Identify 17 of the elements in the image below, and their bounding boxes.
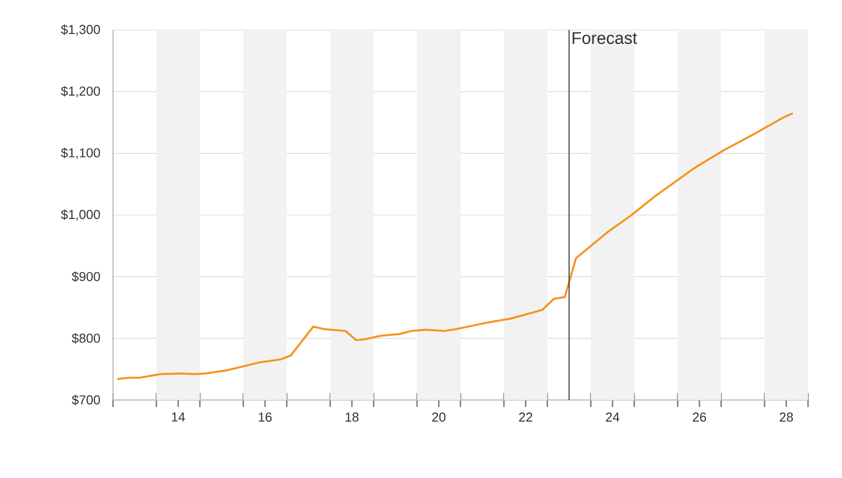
x-tick-label: 20 — [432, 412, 446, 422]
line-series — [116, 112, 794, 380]
x-tick-label: 16 — [258, 412, 272, 422]
x-tick-label: 24 — [606, 412, 620, 422]
x-tick-label: 14 — [172, 412, 185, 422]
y-tick-label: $1,200 — [61, 86, 100, 98]
y-tick-label: $1,300 — [61, 24, 100, 36]
y-tick-label: $900 — [72, 271, 100, 282]
y-tick-label: $700 — [72, 394, 100, 406]
x-tick-label: 18 — [346, 412, 359, 422]
x-tick-label: 22 — [519, 412, 532, 422]
x-tick-label: 26 — [692, 412, 706, 422]
y-tick-label: $800 — [72, 333, 100, 344]
y-tick-label: $1,000 — [61, 209, 100, 221]
x-tick-label: 28 — [780, 412, 793, 422]
ref-line-label: Forecast — [572, 32, 638, 44]
y-tick-label: $1,100 — [61, 148, 100, 159]
